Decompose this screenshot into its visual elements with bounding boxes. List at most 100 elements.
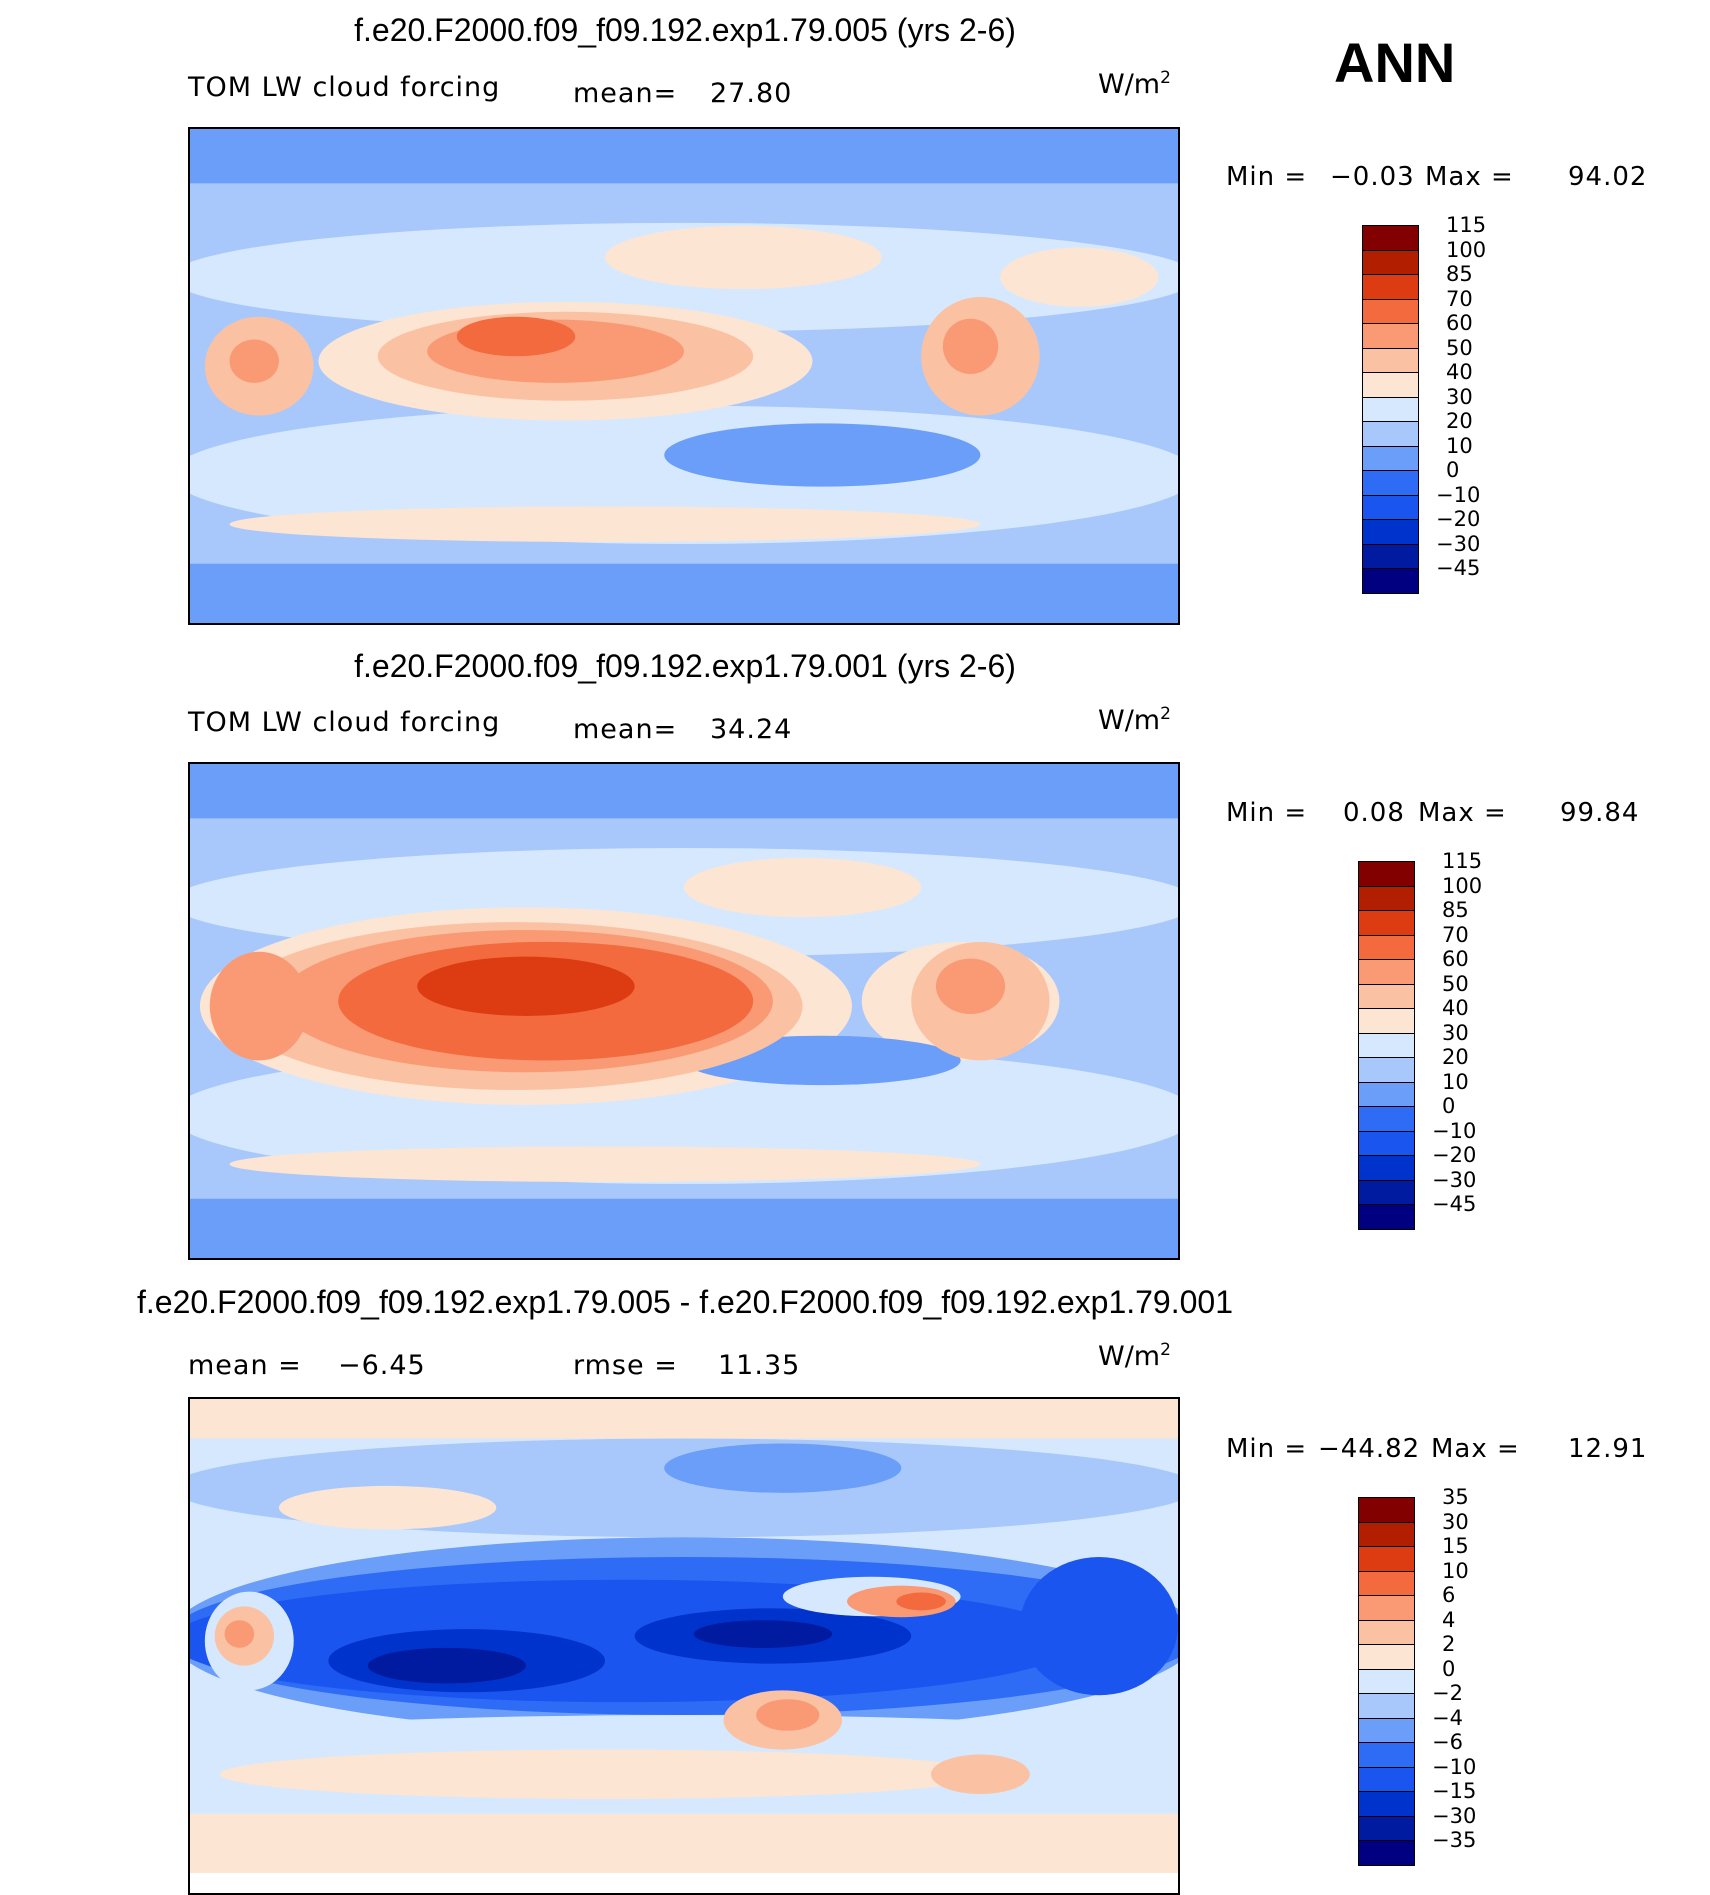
colorbar-tick-label: 100	[1442, 873, 1483, 898]
colorbar-tick-label: 10	[1446, 433, 1473, 458]
colorbar-swatch	[1358, 1742, 1415, 1768]
season-label: ANN	[1334, 31, 1456, 94]
colorbar-tick-label: 50	[1446, 335, 1473, 360]
colorbar-swatch	[1358, 1057, 1415, 1083]
colorbar-tick-label: 40	[1442, 996, 1469, 1020]
colorbar-swatch	[1362, 470, 1419, 496]
panel-1-units: W/m2	[1098, 68, 1171, 100]
panel-2-mean-value: 34.24	[710, 714, 793, 745]
panel-2-variable-label: TOM LW cloud forcing	[188, 707, 501, 738]
colorbar-tick-label: −10	[1432, 1754, 1477, 1779]
panel-2-min-label: Min =	[1226, 798, 1308, 828]
panel-1-mean-value: 27.80	[710, 78, 793, 109]
colorbar-swatch	[1358, 1766, 1415, 1792]
colorbar-tick-label: −10	[1436, 482, 1481, 507]
colorbar-swatch	[1362, 421, 1419, 447]
panel-3-max-label: Max =	[1431, 1434, 1520, 1464]
colorbar-tick-label: −45	[1436, 556, 1481, 580]
panel-3-rmse-label: rmse =	[573, 1350, 678, 1381]
colorbar-tick-label: −6	[1432, 1730, 1463, 1754]
panel-1-contour-field	[190, 129, 1178, 623]
panel-3-mean-label: mean =	[188, 1350, 302, 1381]
colorbar-swatch	[1362, 372, 1419, 398]
colorbar-tick-label: 35	[1442, 1485, 1469, 1509]
colorbar-swatch	[1358, 885, 1415, 911]
colorbar-swatch	[1358, 1179, 1415, 1205]
colorbar-tick-label: −45	[1432, 1192, 1477, 1216]
colorbar-swatch	[1358, 1668, 1415, 1694]
panel-1-map	[188, 127, 1180, 625]
colorbar-tick-label: 10	[1442, 1558, 1469, 1583]
colorbar-tick-label: 40	[1446, 360, 1473, 384]
colorbar-tick-label: 20	[1446, 409, 1473, 433]
colorbar-swatch	[1358, 1204, 1415, 1230]
colorbar-tick-label: −2	[1432, 1681, 1463, 1705]
colorbar-tick-label: −4	[1432, 1705, 1463, 1730]
colorbar-tick-label: 0	[1446, 458, 1460, 482]
colorbar-tick-label: 60	[1442, 947, 1469, 971]
colorbar-swatch	[1358, 1619, 1415, 1645]
colorbar-tick-label: −10	[1432, 1118, 1477, 1143]
panel-2-max-label: Max =	[1418, 798, 1507, 828]
panel-3-colorbar: −35 −30 −15 −10 −6 −4 −2 0 2 4 6 10 15 30 35	[1358, 1487, 1518, 1892]
colorbar-swatch	[1362, 274, 1419, 300]
colorbar-swatch	[1362, 519, 1419, 545]
colorbar-tick-label: 2	[1442, 1632, 1456, 1656]
colorbar-tick-label: −20	[1432, 1143, 1477, 1167]
panel-1-mean-label: mean=	[573, 78, 678, 109]
panel-3-mean-value: −6.45	[338, 1350, 426, 1381]
panel-1-colorbar: −45 −30 −20 −10 0 10 20 30 40 50 60 70 85 100 115	[1362, 215, 1522, 620]
colorbar-tick-label: −20	[1436, 507, 1481, 531]
colorbar-swatch	[1358, 1497, 1415, 1523]
colorbar-swatch	[1362, 445, 1419, 471]
colorbar-tick-label: 115	[1442, 849, 1483, 873]
panel-3-min-label: Min =	[1226, 1434, 1308, 1464]
colorbar-swatch	[1358, 1008, 1415, 1034]
panel-3-rmse-value: 11.35	[718, 1350, 801, 1381]
colorbar-tick-label: −35	[1432, 1828, 1477, 1852]
colorbar-swatch	[1362, 494, 1419, 520]
colorbar-swatch	[1358, 1644, 1415, 1670]
colorbar-tick-label: 70	[1446, 286, 1473, 311]
colorbar-tick-label: 115	[1446, 213, 1487, 237]
colorbar-swatch	[1358, 1081, 1415, 1107]
colorbar-swatch	[1362, 323, 1419, 349]
colorbar-swatch	[1358, 1155, 1415, 1181]
colorbar-swatch	[1358, 1840, 1415, 1866]
panel-1-min-value: −0.03	[1330, 162, 1415, 192]
colorbar-tick-label: −30	[1432, 1167, 1477, 1192]
colorbar-tick-label: 70	[1442, 922, 1469, 947]
colorbar-swatch	[1362, 347, 1419, 373]
panel-3-contour-field	[190, 1399, 1178, 1873]
panel-2-title: f.e20.F2000.f09_f09.192.exp1.79.001 (yrs…	[354, 648, 1016, 684]
panel-2-colorbar: −45 −30 −20 −10 0 10 20 30 40 50 60 70 85 100 115	[1358, 851, 1518, 1256]
colorbar-tick-label: 0	[1442, 1094, 1456, 1118]
colorbar-swatch	[1358, 1717, 1415, 1743]
colorbar-swatch	[1358, 983, 1415, 1009]
colorbar-tick-label: 85	[1442, 898, 1469, 922]
colorbar-tick-label: −30	[1436, 531, 1481, 556]
colorbar-tick-label: 50	[1442, 971, 1469, 996]
panel-3-max-value: 12.91	[1568, 1434, 1648, 1464]
colorbar-swatch	[1358, 1546, 1415, 1572]
panel-1-max-label: Max =	[1425, 162, 1514, 192]
panel-3-min-value: −44.82	[1318, 1434, 1421, 1464]
colorbar-swatch	[1362, 396, 1419, 422]
colorbar-tick-label: 85	[1446, 262, 1473, 286]
colorbar-swatch	[1358, 1791, 1415, 1817]
colorbar-swatch	[1358, 1815, 1415, 1841]
colorbar-tick-label: −15	[1432, 1779, 1477, 1803]
panel-3-map	[188, 1397, 1180, 1895]
panel-2-units: W/m2	[1098, 704, 1171, 736]
colorbar-swatch	[1358, 1106, 1415, 1132]
colorbar-swatch	[1358, 861, 1415, 887]
colorbar-swatch	[1362, 225, 1419, 251]
colorbar-swatch	[1362, 249, 1419, 275]
colorbar-tick-label: 30	[1442, 1509, 1469, 1534]
colorbar-swatch	[1362, 543, 1419, 569]
colorbar-tick-label: 0	[1442, 1656, 1456, 1681]
colorbar-swatch	[1358, 959, 1415, 985]
panel-2-max-value: 99.84	[1560, 798, 1640, 828]
colorbar-tick-label: 15	[1442, 1534, 1469, 1558]
colorbar-swatch	[1358, 1032, 1415, 1058]
